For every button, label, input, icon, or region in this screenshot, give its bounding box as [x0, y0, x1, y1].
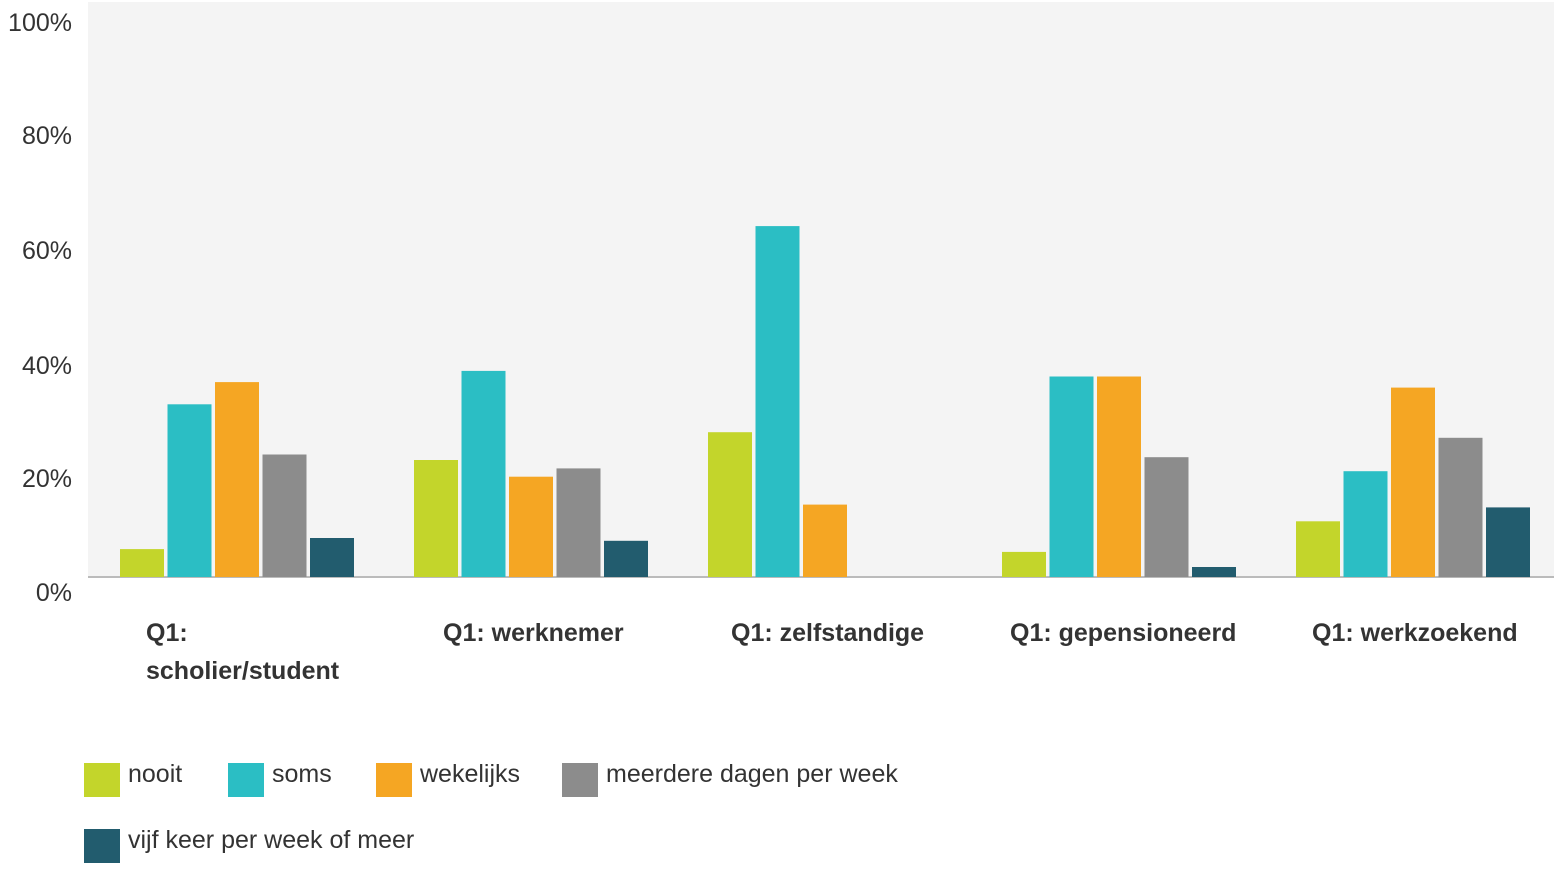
- legend-label: nooit: [128, 759, 183, 788]
- category-label: Q1: gepensioneerd: [1010, 619, 1237, 647]
- legend-item[interactable]: wekelijks: [376, 760, 520, 800]
- legend: nooit soms wekelijks meerdere dagen per wee…: [84, 760, 984, 880]
- plot-area: [88, 2, 1554, 578]
- legend-item[interactable]: nooit: [84, 760, 182, 800]
- bar[interactable]: [1144, 457, 1189, 577]
- bar[interactable]: [556, 468, 601, 577]
- bars-group: [120, 226, 1530, 578]
- bar[interactable]: [461, 370, 506, 577]
- bar[interactable]: [1486, 507, 1530, 577]
- category-label: Q1: werkzoekend: [1312, 619, 1518, 647]
- bar[interactable]: [1391, 387, 1435, 577]
- bar-group: [120, 382, 354, 577]
- bar[interactable]: [1438, 437, 1483, 578]
- bar-group: [708, 226, 847, 577]
- bar[interactable]: [509, 476, 553, 577]
- bar[interactable]: [1296, 521, 1340, 577]
- y-tick-label: 20%: [22, 465, 72, 493]
- legend-swatch: [84, 763, 120, 797]
- y-tick-label: 100%: [8, 9, 72, 37]
- bar[interactable]: [262, 454, 307, 578]
- y-tick-label: 80%: [22, 122, 72, 150]
- y-axis-ticks: 0% 20% 40% 60% 80% 100%: [8, 9, 72, 607]
- bar[interactable]: [1097, 376, 1141, 578]
- bar[interactable]: [120, 549, 164, 577]
- bar[interactable]: [1343, 471, 1388, 577]
- bar-group: [1296, 387, 1530, 578]
- legend-item[interactable]: meerdere dagen per week: [562, 760, 898, 800]
- bar[interactable]: [604, 540, 648, 577]
- bar[interactable]: [1002, 551, 1046, 577]
- category-label: Q1: werknemer: [443, 619, 624, 647]
- y-tick-label: 0%: [36, 579, 72, 607]
- y-tick-label: 60%: [22, 237, 72, 265]
- bar[interactable]: [167, 404, 212, 577]
- y-tick-label: 40%: [22, 352, 72, 380]
- bar[interactable]: [1192, 567, 1236, 577]
- bar[interactable]: [414, 460, 458, 577]
- category-label: Q1: scholier/student: [146, 619, 340, 685]
- legend-label: soms: [272, 759, 332, 788]
- bar[interactable]: [1049, 376, 1094, 578]
- category-label: Q1: zelfstandige: [731, 619, 925, 647]
- legend-swatch: [562, 763, 598, 797]
- legend-swatch: [376, 763, 412, 797]
- bar-group: [414, 370, 648, 577]
- legend-item[interactable]: soms: [228, 760, 332, 800]
- bar[interactable]: [215, 382, 259, 577]
- bar[interactable]: [755, 226, 800, 577]
- legend-label: vijf keer per week of meer: [128, 825, 415, 854]
- bar[interactable]: [310, 538, 354, 577]
- legend-label: wekelijks: [420, 759, 521, 788]
- bar[interactable]: [803, 504, 847, 577]
- bar[interactable]: [708, 432, 752, 577]
- legend-item[interactable]: vijf keer per week of meer: [84, 826, 414, 866]
- legend-label: meerdere dagen per week: [606, 759, 898, 788]
- legend-swatch: [84, 829, 120, 863]
- legend-swatch: [228, 763, 264, 797]
- bar-group: [1002, 376, 1236, 578]
